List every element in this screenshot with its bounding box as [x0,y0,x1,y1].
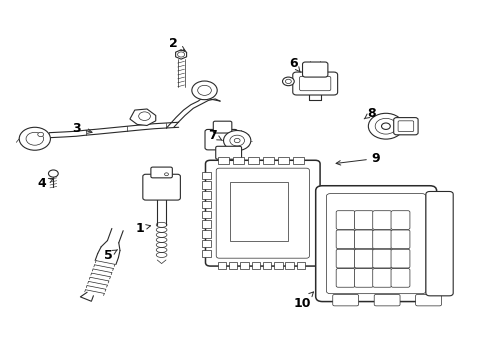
FancyBboxPatch shape [335,249,354,268]
Text: 4: 4 [38,177,53,190]
FancyBboxPatch shape [393,118,417,135]
Bar [201,181,211,189]
Bar [201,230,211,238]
Bar [201,201,211,208]
Bar [228,262,237,269]
FancyBboxPatch shape [302,62,327,77]
Circle shape [164,173,168,176]
FancyBboxPatch shape [292,72,337,95]
FancyBboxPatch shape [213,121,231,133]
FancyBboxPatch shape [216,168,309,258]
Bar [262,157,273,164]
Text: 8: 8 [364,107,375,120]
FancyBboxPatch shape [205,160,320,266]
Bar [240,262,248,269]
Bar [247,157,259,164]
Text: 1: 1 [135,222,150,235]
Circle shape [48,170,58,177]
Circle shape [229,135,244,146]
Circle shape [367,113,403,139]
FancyBboxPatch shape [354,211,372,229]
Bar [201,211,211,218]
Circle shape [191,81,217,100]
Text: 3: 3 [72,122,92,135]
Bar [251,262,260,269]
Circle shape [234,138,240,143]
Text: 5: 5 [103,249,117,262]
FancyBboxPatch shape [415,294,441,306]
Bar [232,157,244,164]
FancyBboxPatch shape [354,249,372,268]
Circle shape [177,52,184,57]
Bar [273,262,282,269]
Circle shape [381,123,389,130]
Bar [262,262,271,269]
FancyBboxPatch shape [390,269,409,287]
FancyBboxPatch shape [335,230,354,249]
FancyBboxPatch shape [151,167,172,178]
FancyBboxPatch shape [335,269,354,287]
Polygon shape [175,50,186,59]
FancyBboxPatch shape [315,186,436,302]
Text: 9: 9 [335,152,380,165]
Bar [229,182,288,241]
Bar [201,250,211,257]
FancyBboxPatch shape [372,249,391,268]
FancyBboxPatch shape [390,230,409,249]
Bar [277,157,288,164]
Text: 6: 6 [288,57,300,72]
FancyBboxPatch shape [372,269,391,287]
FancyBboxPatch shape [397,121,413,132]
Circle shape [223,131,250,150]
FancyBboxPatch shape [354,230,372,249]
Circle shape [38,132,43,136]
FancyBboxPatch shape [335,211,354,229]
Bar [201,220,211,228]
Text: 10: 10 [293,292,313,310]
FancyBboxPatch shape [372,230,391,249]
Circle shape [139,112,150,121]
Bar [285,262,293,269]
Circle shape [374,118,396,134]
FancyBboxPatch shape [215,146,241,159]
FancyBboxPatch shape [354,269,372,287]
FancyBboxPatch shape [390,211,409,229]
Bar [201,240,211,247]
Circle shape [285,79,291,84]
Polygon shape [130,109,156,126]
FancyBboxPatch shape [372,211,391,229]
Bar [201,172,211,179]
FancyBboxPatch shape [373,294,399,306]
Circle shape [197,85,211,95]
FancyBboxPatch shape [142,174,180,200]
Bar [217,157,228,164]
FancyBboxPatch shape [204,130,237,150]
Text: 2: 2 [169,37,185,51]
FancyBboxPatch shape [425,192,452,296]
Bar [292,157,304,164]
Text: 7: 7 [208,129,222,142]
Circle shape [26,132,43,145]
Bar [201,191,211,198]
FancyBboxPatch shape [390,249,409,268]
Circle shape [282,77,294,86]
Circle shape [19,127,50,150]
FancyBboxPatch shape [299,76,330,91]
Bar [296,262,305,269]
FancyBboxPatch shape [332,294,358,306]
FancyBboxPatch shape [326,194,425,294]
Bar [217,262,225,269]
